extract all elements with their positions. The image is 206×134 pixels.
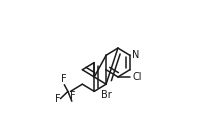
Text: Cl: Cl: [132, 72, 141, 82]
Text: N: N: [132, 50, 139, 60]
Text: Br: Br: [100, 90, 111, 100]
Text: F: F: [55, 94, 60, 104]
Text: F: F: [69, 91, 75, 101]
Text: F: F: [61, 74, 67, 84]
